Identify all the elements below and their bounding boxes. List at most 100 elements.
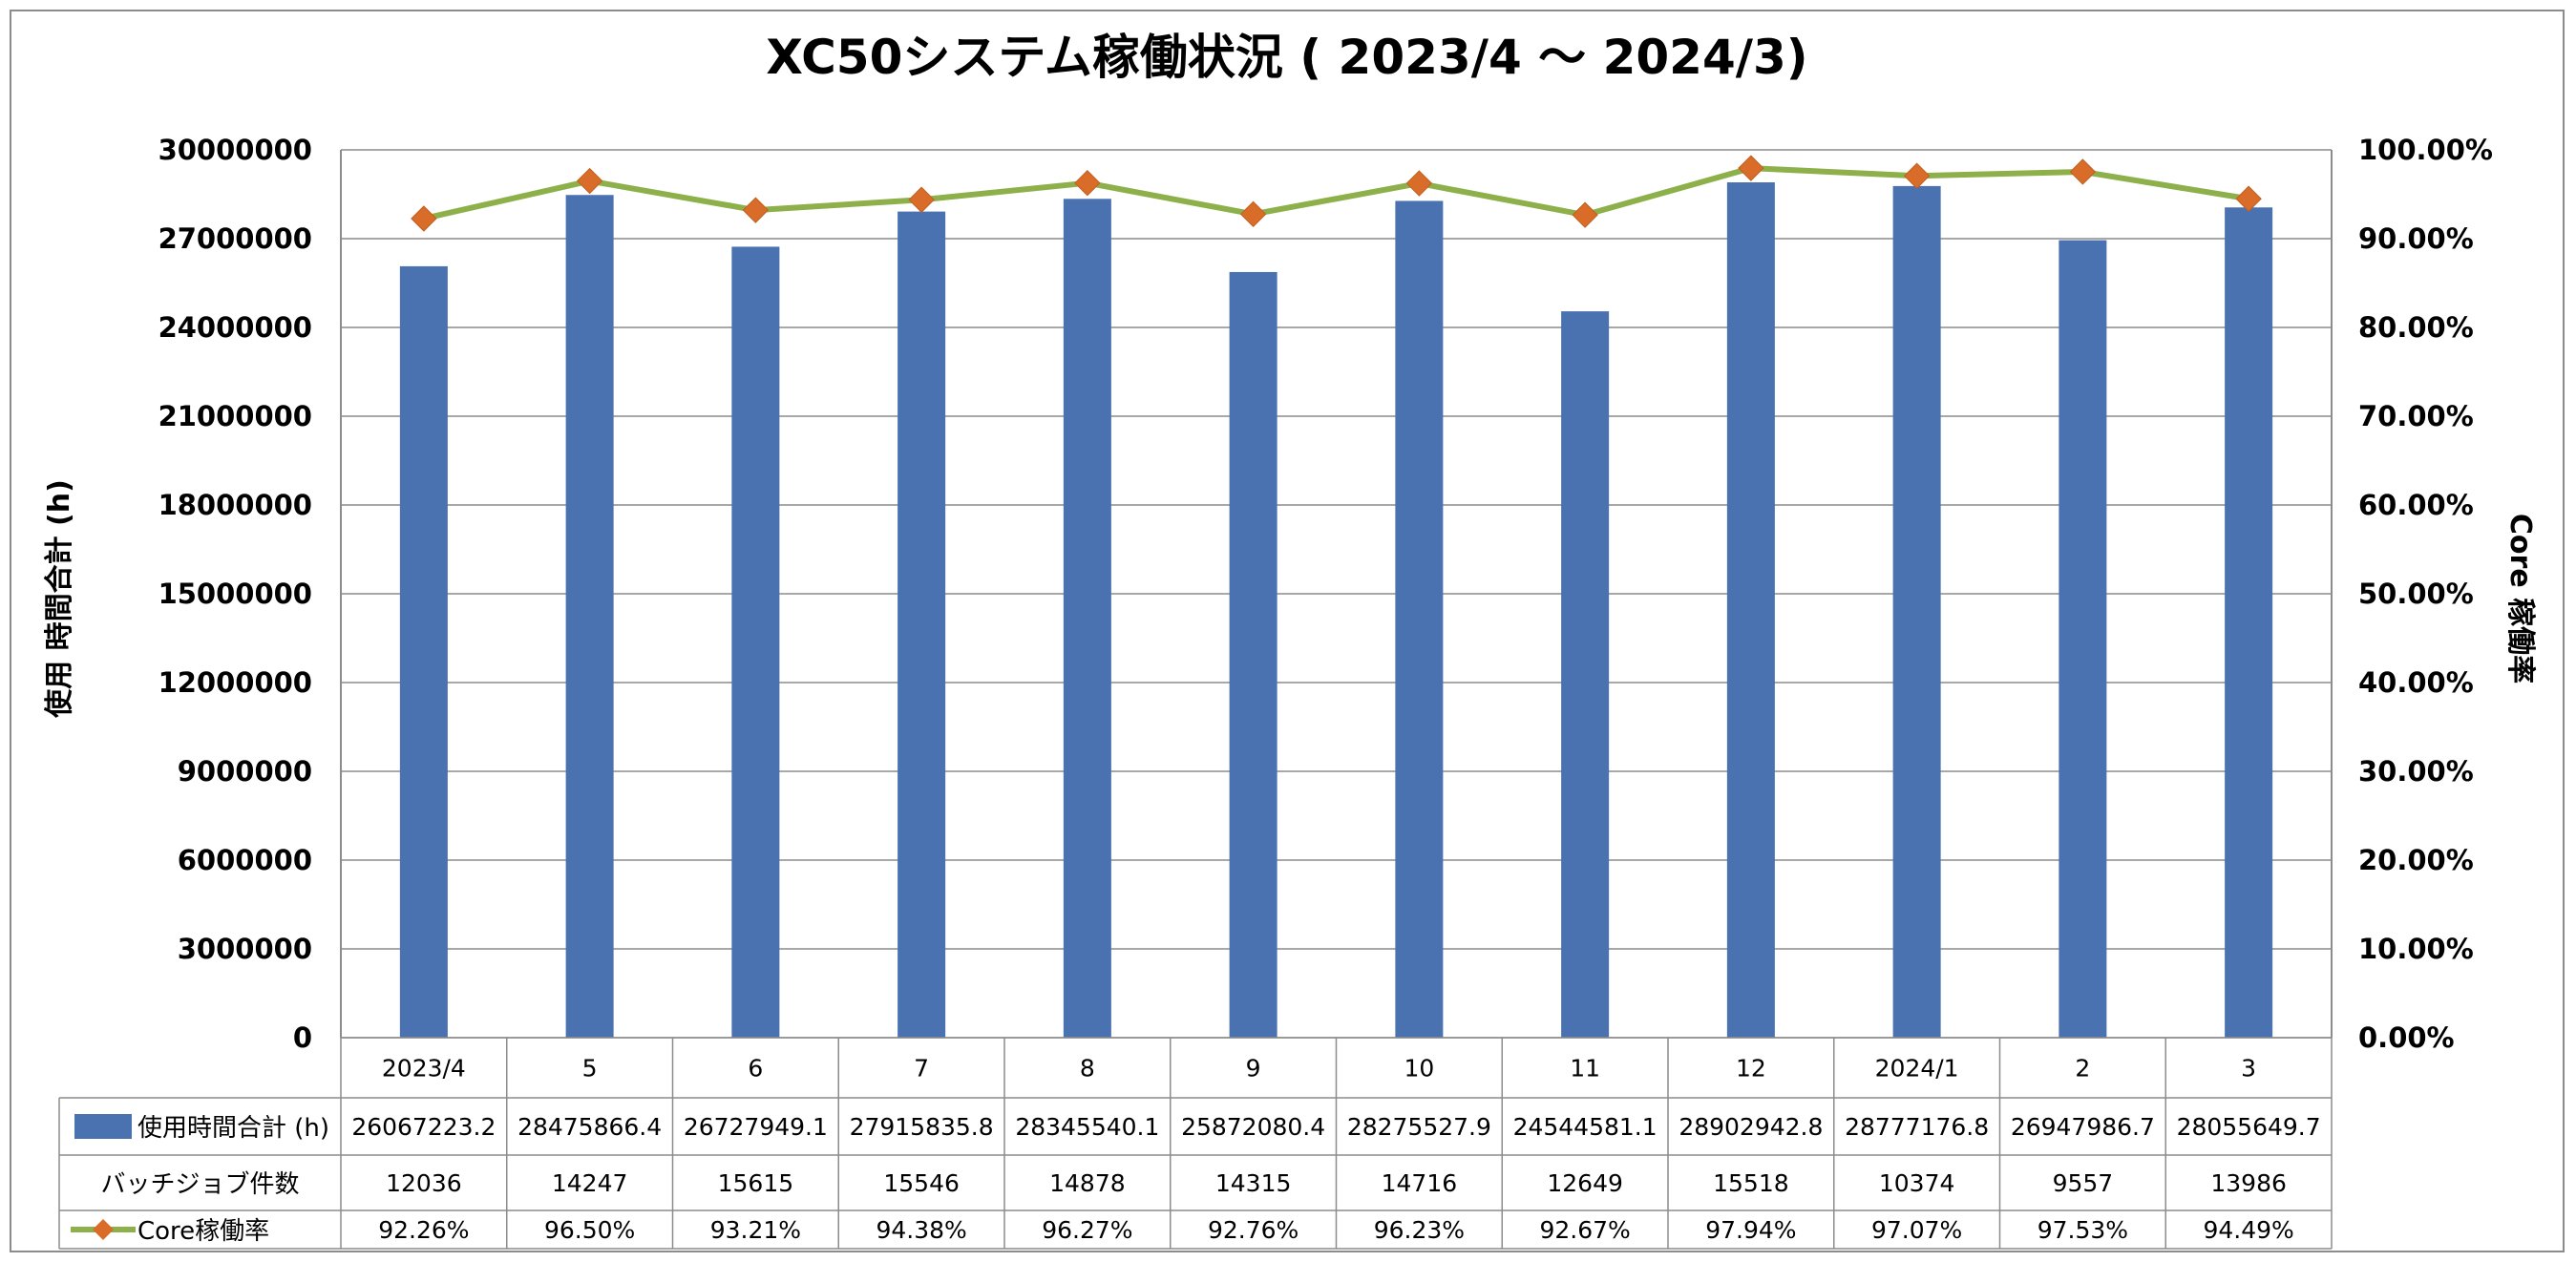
x-tick-label: 10 <box>1404 1055 1434 1083</box>
y-tick-left: 18000000 <box>158 489 312 521</box>
table-cell: 13986 <box>2210 1169 2287 1197</box>
chart-canvas: XC50システム稼働状況 ( 2023/4 ～ 2024/3) 0 0.00% 30… <box>43 30 2537 1250</box>
x-tick-label: 6 <box>748 1055 763 1083</box>
y-tick-right: 50.00% <box>2358 578 2474 610</box>
table-cell: 26727949.1 <box>684 1113 828 1141</box>
y-tick-right: 80.00% <box>2358 311 2474 344</box>
y-axis-right-label: Core 稼働率 <box>2503 514 2537 684</box>
x-tick-label: 2024/1 <box>1875 1055 1959 1083</box>
table-row-header: Core稼働率 <box>137 1217 269 1246</box>
table-row-header: バッチジョブ件数 <box>100 1170 299 1199</box>
y-tick-left: 24000000 <box>158 311 312 344</box>
y-tick-right: 100.00% <box>2358 134 2493 166</box>
y-tick-left: 27000000 <box>158 222 312 255</box>
bar <box>399 265 448 1038</box>
y-tick-left: 0 <box>293 1021 312 1054</box>
table-cell: 15615 <box>718 1169 794 1197</box>
table-cell: 97.94% <box>1705 1216 1796 1244</box>
table-cell: 97.07% <box>1871 1216 1962 1244</box>
bar <box>2225 207 2273 1039</box>
line-point <box>1903 162 1931 189</box>
y-tick-left: 6000000 <box>178 844 312 876</box>
line-point <box>742 197 770 223</box>
line-point <box>1738 155 1764 181</box>
table-cell: 96.50% <box>544 1216 635 1244</box>
table-cell: 10374 <box>1879 1169 1955 1197</box>
table-cell: 12649 <box>1547 1169 1623 1197</box>
table-cell: 92.26% <box>378 1216 469 1244</box>
y-tick-right: 20.00% <box>2358 844 2474 876</box>
y-tick-left: 30000000 <box>158 134 312 166</box>
table-cell: 9557 <box>2053 1169 2114 1197</box>
table-cell: 28275527.9 <box>1347 1113 1491 1141</box>
table-cell: 28345540.1 <box>1015 1113 1159 1141</box>
line-path <box>423 165 2249 221</box>
chart-frame: XC50システム稼働状況 ( 2023/4 ～ 2024/3) 0 0.00% 30… <box>10 10 2565 1252</box>
bar <box>1561 311 1610 1038</box>
bar <box>731 246 780 1038</box>
y-tick-left: 15000000 <box>158 578 312 610</box>
line-point <box>1405 170 1433 197</box>
line-point <box>576 167 603 195</box>
line-series <box>411 155 2262 232</box>
line-point <box>908 186 935 213</box>
chart-title: XC50システム稼働状況 ( 2023/4 ～ 2024/3) <box>766 30 1807 85</box>
line-point <box>1074 169 1101 197</box>
table-cell: 14716 <box>1382 1169 1458 1197</box>
table-cell: 15546 <box>883 1169 960 1197</box>
bar <box>565 195 614 1038</box>
table-cell: 14247 <box>552 1169 628 1197</box>
x-tick-label: 7 <box>914 1055 929 1083</box>
table-cell: 96.23% <box>1374 1216 1465 1244</box>
bar <box>2059 240 2107 1038</box>
table-cell: 14878 <box>1049 1169 1126 1197</box>
table-cell: 14315 <box>1215 1169 1292 1197</box>
table-cell: 12036 <box>386 1169 462 1197</box>
x-tick-label: 11 <box>1570 1055 1600 1083</box>
table-cell: 24544581.1 <box>1513 1113 1658 1141</box>
gridlines <box>341 149 2332 1039</box>
bar <box>1726 182 1775 1038</box>
y-tick-right: 0.00% <box>2358 1021 2455 1054</box>
table-cell: 15518 <box>1713 1169 1789 1197</box>
table-cell: 96.27% <box>1042 1216 1132 1244</box>
table-cell: 26067223.2 <box>351 1113 496 1141</box>
data-table: 2023/4 5 6 7 8 9 10 11 12 2024/1 2 3 使用時間合計 (h) バッチジョ… <box>58 1037 2333 1250</box>
y-tick-right: 40.00% <box>2358 666 2474 699</box>
table-cell: 92.76% <box>1208 1216 1299 1244</box>
bar <box>1892 185 1941 1038</box>
bar-series <box>399 182 2273 1039</box>
bar <box>897 211 946 1039</box>
table-cell: 97.53% <box>2038 1216 2128 1244</box>
table-cell: 25872080.4 <box>1181 1113 1325 1141</box>
y-tick-right: 30.00% <box>2358 755 2474 788</box>
x-tick-label: 2023/4 <box>382 1055 466 1083</box>
line-point <box>1239 200 1267 228</box>
y-tick-right: 90.00% <box>2358 222 2474 255</box>
line-point <box>411 205 437 232</box>
bar <box>1229 271 1277 1038</box>
table-cell: 94.49% <box>2203 1216 2293 1244</box>
y-tick-right: 70.00% <box>2358 400 2474 432</box>
y-tick-right: 10.00% <box>2358 933 2474 965</box>
y-axis-left-label: 使用 時間合計 (h) <box>43 479 76 719</box>
x-tick-label: 8 <box>1080 1055 1095 1083</box>
table-cell: 28777176.8 <box>1845 1113 1989 1141</box>
table-cell: 93.21% <box>710 1216 801 1244</box>
table-cell: 28055649.7 <box>2177 1113 2321 1141</box>
x-tick-label: 5 <box>582 1055 598 1083</box>
x-tick-label: 2 <box>2075 1055 2090 1083</box>
x-tick-label: 3 <box>2241 1055 2256 1083</box>
table-cell: 26947986.7 <box>2011 1113 2155 1141</box>
x-tick-label: 9 <box>1246 1055 1261 1083</box>
table-row-header: 使用時間合計 (h) <box>137 1114 329 1143</box>
legend-key-bar <box>74 1114 132 1139</box>
y-tick-right: 60.00% <box>2358 489 2474 521</box>
x-tick-label: 12 <box>1736 1055 1766 1083</box>
table-cell: 94.38% <box>876 1216 966 1244</box>
line-point <box>2069 158 2097 185</box>
table-cell: 28902942.8 <box>1679 1113 1823 1141</box>
table-cell: 28475866.4 <box>517 1113 662 1141</box>
table-cell: 92.67% <box>1539 1216 1630 1244</box>
line-point <box>2235 185 2262 212</box>
